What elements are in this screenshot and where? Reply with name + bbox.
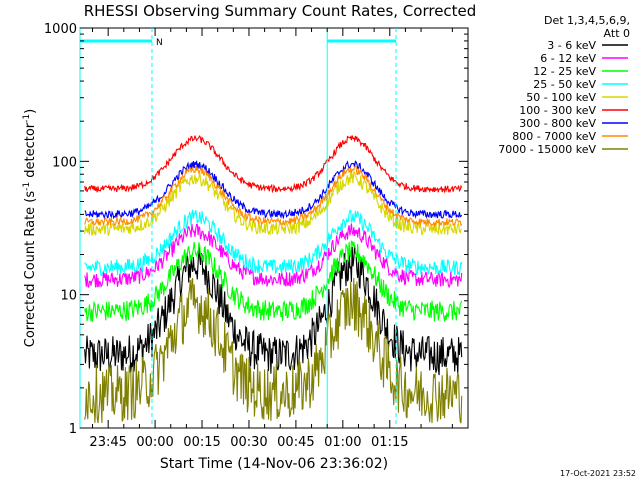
x-tick-label: 01:15 [371,435,408,450]
y-axis-label: Corrected Count Rate (s-1 detector-1) [22,109,38,347]
y-axis-label-main: Corrected Count Rate (s [23,191,38,348]
footer-timestamp: 17-Oct-2021 23:52 [560,469,636,478]
series-line [84,209,463,277]
chart-title: RHESSI Observing Summary Count Rates, Co… [84,2,477,20]
legend-label: 12 - 25 keV [533,65,596,78]
series-layer [84,135,463,424]
axis-layer: 23:45 00:00 00:15 00:30 00:45 01:00 01:15 1 10 10… [44,22,468,450]
x-tick-label: 00:15 [183,435,220,450]
legend-header-detectors: Det 1,3,4,5,6,9, [544,14,630,27]
y-tick-label: 100 [52,155,77,170]
series-5 [84,171,462,237]
y-tick-label: 10 [60,289,77,304]
series-line [84,135,463,194]
legend-label: 3 - 6 keV [547,39,596,52]
x-tick-label: 01:00 [324,435,361,450]
series-3 [84,240,463,322]
series-7 [84,160,463,220]
y-axis-label-sup1: -1 [22,182,32,191]
y-axis-label-sup2: -1 [22,114,32,123]
series-8 [84,165,463,228]
series-2 [84,223,463,289]
series-line [84,223,463,289]
x-tick-label: 00:30 [230,435,267,450]
x-tick-label: 23:45 [89,435,126,450]
y-tick-label: 1000 [44,22,77,37]
x-tick-label: 00:00 [136,435,173,450]
series-line [84,171,462,237]
x-axis-label: Start Time (14-Nov-06 23:36:02) [160,456,388,472]
series-line [84,160,463,220]
flag-layer: N [79,28,397,428]
legend-label: 800 - 7000 keV [512,130,596,143]
legend-label: 7000 - 15000 keV [498,143,596,156]
series-1 [84,245,463,376]
series-9 [84,277,463,424]
legend-header-attenuator: Att 0 [604,27,630,40]
series-line [84,245,463,376]
legend-label: 50 - 100 keV [526,91,596,104]
series-line [84,240,463,322]
legend-label: 300 - 800 keV [519,117,596,130]
x-tick-label: 00:45 [277,435,314,450]
y-axis-label-mid: detector [23,122,38,182]
series-4 [84,209,463,277]
legend-label: 6 - 12 keV [540,52,596,65]
series-line [84,165,463,228]
legend-label: 25 - 50 keV [533,78,596,91]
legend-label: 100 - 300 keV [519,104,596,117]
flag-label: N [156,38,163,48]
y-axis-label-end: ) [23,109,38,114]
series-6 [84,135,463,194]
series-line [84,277,463,424]
y-tick-label: 1 [69,422,77,437]
